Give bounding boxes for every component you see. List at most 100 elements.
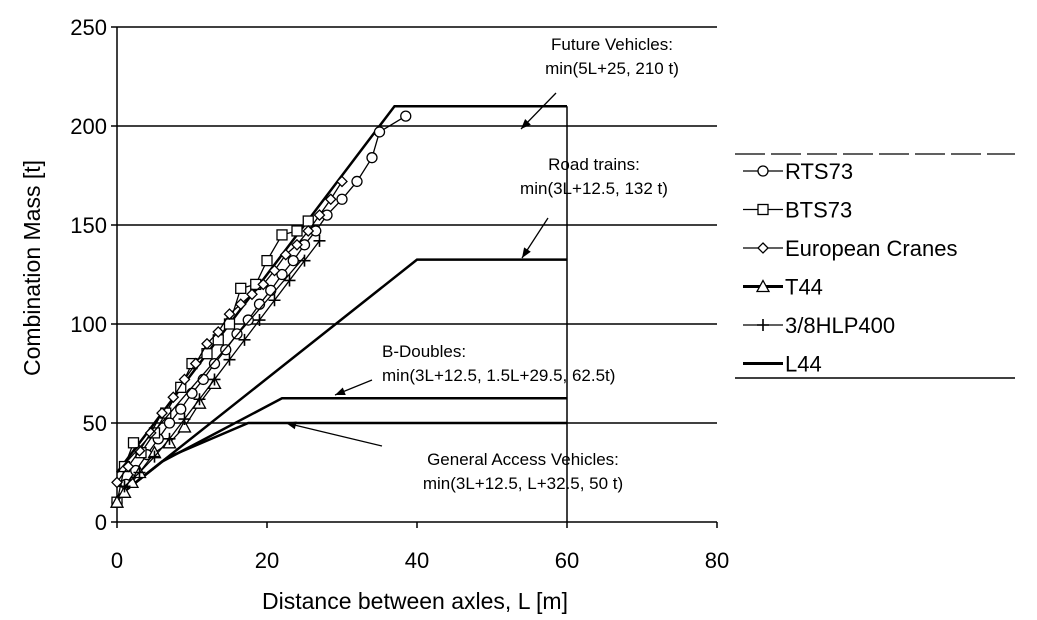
data-point-rts73 [373, 126, 386, 138]
data-point-3-8hlp400 [283, 274, 296, 287]
x-axis-title: Distance between axles, L [m] [262, 588, 568, 614]
annotation-arrow-general-access [285, 422, 383, 447]
legend-marker-european-cranes [757, 242, 769, 254]
data-point-3-8hlp400 [178, 413, 191, 426]
data-point-rts73 [265, 284, 277, 296]
data-point-bts73 [175, 381, 187, 394]
data-point-t44 [109, 494, 125, 508]
annotation-future-line: Future Vehicles: [551, 35, 673, 54]
annotation-general-access-line: General Access Vehicles: [427, 450, 619, 469]
data-point-rts73 [242, 314, 254, 326]
x-tick-label: 80 [705, 548, 729, 573]
data-point-3-8hlp400 [193, 393, 206, 406]
data-point-rts73 [186, 387, 198, 399]
data-point-rts73 [336, 193, 348, 205]
data-point-rts73 [175, 403, 187, 415]
legend-label-european-cranes: European Cranes [785, 236, 957, 261]
data-point-3-8hlp400 [118, 480, 131, 493]
data-point-rts73 [351, 175, 363, 188]
data-point-3-8hlp400 [163, 432, 176, 445]
y-tick-label: 200 [70, 114, 107, 139]
data-point-bts73 [276, 229, 288, 241]
data-point-european-cranes [223, 308, 236, 321]
data-point-european-cranes [178, 373, 191, 386]
legend-label-rts73: RTS73 [785, 159, 853, 184]
data-point-european-cranes [324, 193, 337, 206]
data-point-3-8hlp400 [268, 294, 281, 307]
limit-line-road-trains [116, 258, 567, 499]
data-point-bts73 [291, 225, 303, 237]
annotations: Future Vehicles: min(5L+25, 210 t) Road tr… [285, 35, 679, 493]
data-point-european-cranes [122, 460, 135, 473]
data-point-rts73 [163, 417, 176, 429]
annotation-arrowhead-road-trains [522, 247, 531, 258]
axes: 0 50 100 150 200 250 0 20 40 60 80 [70, 15, 729, 573]
data-point-3-8hlp400 [313, 234, 326, 247]
annotation-general-access-line: min(3L+12.5, L+32.5, 50 t) [423, 474, 623, 493]
data-point-european-cranes [201, 337, 213, 350]
legend-marker-3-8hlp400 [757, 319, 769, 331]
data-point-rts73 [287, 254, 299, 267]
data-point-3-8hlp400 [208, 373, 221, 386]
data-point-rts73 [276, 268, 288, 281]
annotation-b-doubles-line: min(3L+12.5, 1.5L+29.5, 62.5t) [382, 366, 615, 385]
annotation-arrowhead-future [521, 119, 531, 129]
x-tick-label: 60 [555, 548, 579, 573]
data-point-t44 [177, 419, 192, 433]
legend-marker-rts73 [757, 165, 769, 177]
data-point-european-cranes [133, 444, 146, 457]
data-point-european-cranes [291, 238, 303, 251]
data-point-rts73 [208, 357, 221, 370]
annotation-b-doubles-line: B-Doubles: [382, 342, 466, 361]
data-point-european-cranes [167, 391, 180, 404]
data-point-rts73 [366, 152, 378, 164]
legend-label-bts73: BTS73 [785, 198, 852, 223]
grid-lines [117, 26, 717, 424]
data-point-european-cranes [268, 264, 281, 277]
legend: RTS73 BTS73 European Cranes T44 3/8HLP400 L44 [735, 153, 1015, 379]
data-point-european-cranes [279, 248, 292, 261]
data-point-european-cranes [336, 175, 348, 188]
data-point-european-cranes [212, 326, 225, 338]
annotation-future-line: min(5L+25, 210 t) [545, 59, 679, 78]
legend-label-3-8hlp400: 3/8HLP400 [785, 313, 895, 338]
annotation-arrowhead-general-access [286, 421, 297, 430]
y-tick-label: 50 [83, 411, 107, 436]
annotation-road-trains-line: min(3L+12.5, 132 t) [520, 179, 668, 198]
series-line-l44 [116, 256, 305, 473]
data-point-european-cranes [111, 476, 123, 489]
data-point-bts73 [302, 215, 314, 227]
legend-label-l44: L44 [785, 352, 822, 377]
legend-label-t44: T44 [785, 275, 823, 300]
data-point-rts73 [220, 344, 232, 356]
data-point-european-cranes [302, 225, 315, 237]
data-point-european-cranes [313, 209, 326, 222]
data-point-european-cranes [257, 278, 270, 291]
x-tick-label: 20 [255, 548, 279, 573]
y-tick-label: 0 [95, 510, 107, 535]
data-point-bts73 [235, 282, 247, 295]
annotation-arrowhead-b-doubles [335, 387, 346, 395]
y-tick-label: 250 [70, 15, 107, 40]
data-point-3-8hlp400 [253, 314, 266, 327]
data-point-european-cranes [234, 298, 247, 311]
y-tick-label: 100 [70, 312, 107, 337]
limit-lines [116, 104, 567, 499]
data-point-rts73 [197, 373, 209, 386]
data-point-european-cranes [246, 288, 258, 301]
legend-marker-bts73 [757, 203, 769, 216]
data-point-3-8hlp400 [223, 353, 236, 366]
data-point-rts73 [400, 110, 412, 122]
y-tick-label: 150 [70, 213, 107, 238]
series-line-3-8hlp400 [124, 240, 321, 487]
data-point-3-8hlp400 [133, 466, 146, 479]
data-point-european-cranes [189, 357, 202, 370]
data-point-european-cranes [156, 407, 168, 420]
data-point-bts73 [261, 254, 273, 267]
data-point-3-8hlp400 [238, 333, 251, 346]
y-axis-title: Combination Mass [t] [19, 160, 45, 376]
legend-marker-t44 [755, 279, 771, 293]
data-point-bts73 [127, 437, 140, 449]
x-tick-label: 40 [405, 548, 429, 573]
